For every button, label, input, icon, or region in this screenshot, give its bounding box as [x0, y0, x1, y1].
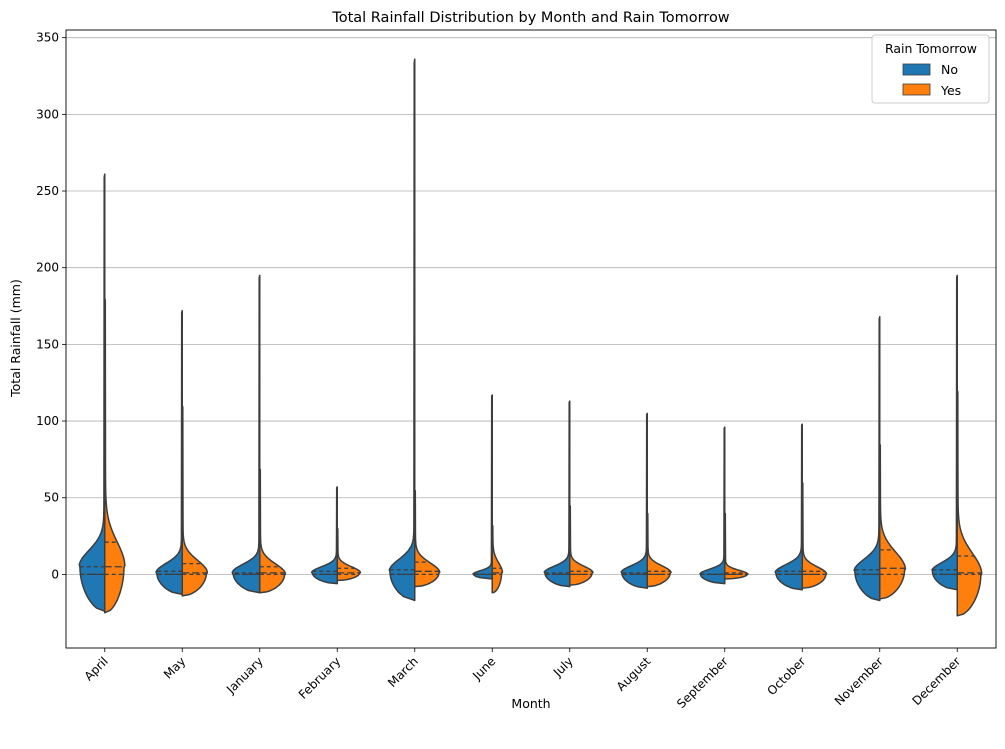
x-tick-label: May: [161, 654, 188, 681]
violin-half-no-september: [699, 426, 726, 585]
plot-frame: [65, 29, 997, 649]
y-tick-label: 350: [36, 31, 59, 45]
violin-half-yes-april: [104, 297, 126, 614]
violin-half-no-august: [620, 412, 648, 589]
x-axis-label: Month: [511, 696, 550, 711]
x-tick-label: June: [469, 654, 498, 683]
plot-area: [78, 58, 983, 617]
y-tick-label: 50: [44, 491, 59, 505]
violin-half-yes-february: [336, 527, 362, 582]
x-tick-label: October: [765, 654, 809, 698]
y-tick-label: 150: [36, 337, 59, 351]
violin-half-yes-may: [181, 404, 209, 597]
legend-box: [871, 34, 990, 104]
violin-half-yes-june: [491, 524, 504, 594]
violin-half-no-may: [155, 309, 183, 596]
violin-half-no-december: [931, 274, 958, 591]
y-tick-label: 200: [36, 261, 59, 275]
violin-half-yes-november: [879, 443, 907, 600]
x-tick-label: August: [614, 654, 654, 694]
violin-half-yes-october: [801, 481, 828, 589]
violin-half-no-february: [310, 486, 338, 585]
legend-swatch-no: [902, 63, 931, 76]
y-tick-label: 100: [36, 414, 59, 428]
x-tick-label: April: [82, 654, 111, 683]
y-axis: 0 50 100 150 200 250 300 350: [36, 31, 66, 581]
violin-half-no-april: [78, 173, 106, 612]
y-tick-label: 250: [36, 184, 59, 198]
legend-label-yes: Yes: [940, 83, 961, 98]
y-tick-label: 300: [36, 107, 59, 121]
y-tick-label: 0: [51, 567, 59, 581]
grid-lines: [66, 37, 996, 575]
x-tick-label: September: [674, 654, 731, 711]
violin-half-no-october: [774, 423, 803, 591]
violin-half-yes-september: [724, 512, 749, 580]
violin-half-yes-july: [569, 504, 594, 586]
x-tick-label: February: [296, 654, 344, 702]
legend-label-no: No: [941, 62, 958, 77]
violin-half-no-june: [472, 394, 493, 580]
legend-swatch-yes: [902, 83, 931, 96]
x-tick-label: July: [550, 654, 576, 680]
violin-half-yes-december: [956, 389, 983, 617]
legend-title: Rain Tomorrow: [885, 41, 977, 56]
x-tick-label: March: [385, 654, 421, 690]
violin-half-no-march: [388, 58, 416, 602]
violin-half-no-january: [231, 274, 261, 594]
violin-half-no-july: [543, 400, 571, 588]
y-axis-label: Total Rainfall (mm): [8, 279, 23, 398]
legend: Rain Tomorrow No Yes: [871, 34, 990, 104]
violin-half-yes-march: [414, 489, 441, 588]
x-tick-label: December: [909, 654, 963, 708]
violin-half-no-november: [853, 316, 881, 602]
x-tick-label: January: [223, 654, 266, 697]
violin-half-yes-august: [646, 512, 672, 588]
chart-title: Total Rainfall Distribution by Month and…: [331, 10, 729, 26]
x-tick-label: November: [832, 654, 886, 708]
